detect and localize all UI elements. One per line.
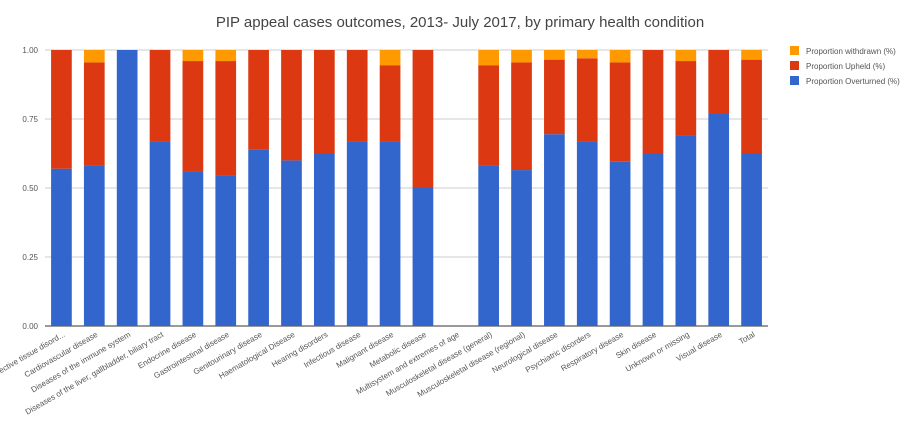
bar-segment (576, 58, 598, 142)
bar-segment (116, 50, 138, 326)
bar-segment (478, 65, 500, 166)
bar-segment (83, 62, 105, 166)
bar-segment (51, 50, 72, 169)
y-tick-label: 0.75 (22, 115, 38, 124)
bar-segment (51, 168, 72, 326)
bar-segment (182, 171, 204, 326)
bar-segment (708, 50, 730, 114)
bar-segment (511, 62, 532, 171)
bar-segment (675, 135, 697, 326)
bar-segment (182, 61, 204, 172)
bar-segment (379, 50, 401, 66)
bars (51, 50, 762, 326)
bar-segment (412, 188, 434, 326)
bar-segment (83, 165, 105, 326)
y-axis-ticks: 0.00 0.25 0.50 0.75 1.00 (22, 46, 38, 331)
bar-segment (248, 50, 269, 150)
bar-segment (379, 65, 401, 142)
bar-segment (511, 170, 532, 326)
bar-segment (675, 61, 697, 136)
bar-segment (576, 141, 598, 326)
bar-segment (741, 153, 762, 326)
bar-segment (281, 160, 302, 326)
bar-segment (708, 113, 730, 326)
x-category-label: Hearing disorders (270, 330, 329, 369)
legend-label[interactable]: Proportion Upheld (%) (806, 62, 885, 71)
bar-segment (544, 50, 565, 60)
bar-segment (281, 50, 302, 161)
bar-segment (609, 50, 631, 63)
bar-segment (83, 50, 105, 63)
bar-segment (576, 50, 598, 59)
legend-swatch[interactable] (790, 61, 799, 70)
y-tick-label: 0.00 (22, 322, 38, 331)
x-category-label: Total (737, 330, 756, 346)
x-category-label: Infectious disease (302, 330, 362, 370)
bar-segment (675, 50, 697, 62)
bar-segment (215, 175, 237, 326)
bar-segment (544, 59, 565, 135)
bar-segment (741, 59, 762, 154)
x-category-label: Malignant disease (335, 330, 396, 370)
bar-segment (609, 161, 631, 326)
legend-swatch[interactable] (790, 76, 799, 85)
bar-segment (346, 50, 368, 142)
bar-segment (149, 50, 171, 142)
y-tick-label: 0.50 (22, 184, 38, 193)
bar-segment (149, 141, 171, 326)
y-tick-label: 1.00 (22, 46, 38, 55)
legend-label[interactable]: Proportion withdrawn (%) (806, 47, 896, 56)
bar-segment (346, 141, 368, 326)
bar-segment (544, 134, 565, 326)
bar-segment (609, 62, 631, 162)
bar-segment (215, 61, 237, 176)
bar-segment (379, 141, 401, 326)
bar-segment (478, 50, 500, 66)
bar-segment (642, 50, 664, 154)
chart-title: PIP appeal cases outcomes, 2013- July 20… (216, 14, 704, 31)
bar-segment (511, 50, 532, 63)
bar-segment (182, 50, 204, 62)
bar-segment (412, 50, 434, 188)
bar-segment (313, 50, 335, 154)
x-axis-labels: Connective tissue disord...Cardiovascula… (0, 330, 757, 417)
bar-segment (478, 165, 500, 326)
bar-segment (248, 149, 269, 326)
bar-segment (642, 153, 664, 326)
bar-segment (313, 153, 335, 326)
legend-swatch[interactable] (790, 46, 799, 55)
legend[interactable]: Proportion withdrawn (%) Proportion Uphel… (790, 46, 900, 86)
bar-segment (741, 50, 762, 60)
y-tick-label: 0.25 (22, 253, 38, 262)
bar-segment (215, 50, 237, 62)
legend-label[interactable]: Proportion Overturned (%) (806, 77, 900, 86)
